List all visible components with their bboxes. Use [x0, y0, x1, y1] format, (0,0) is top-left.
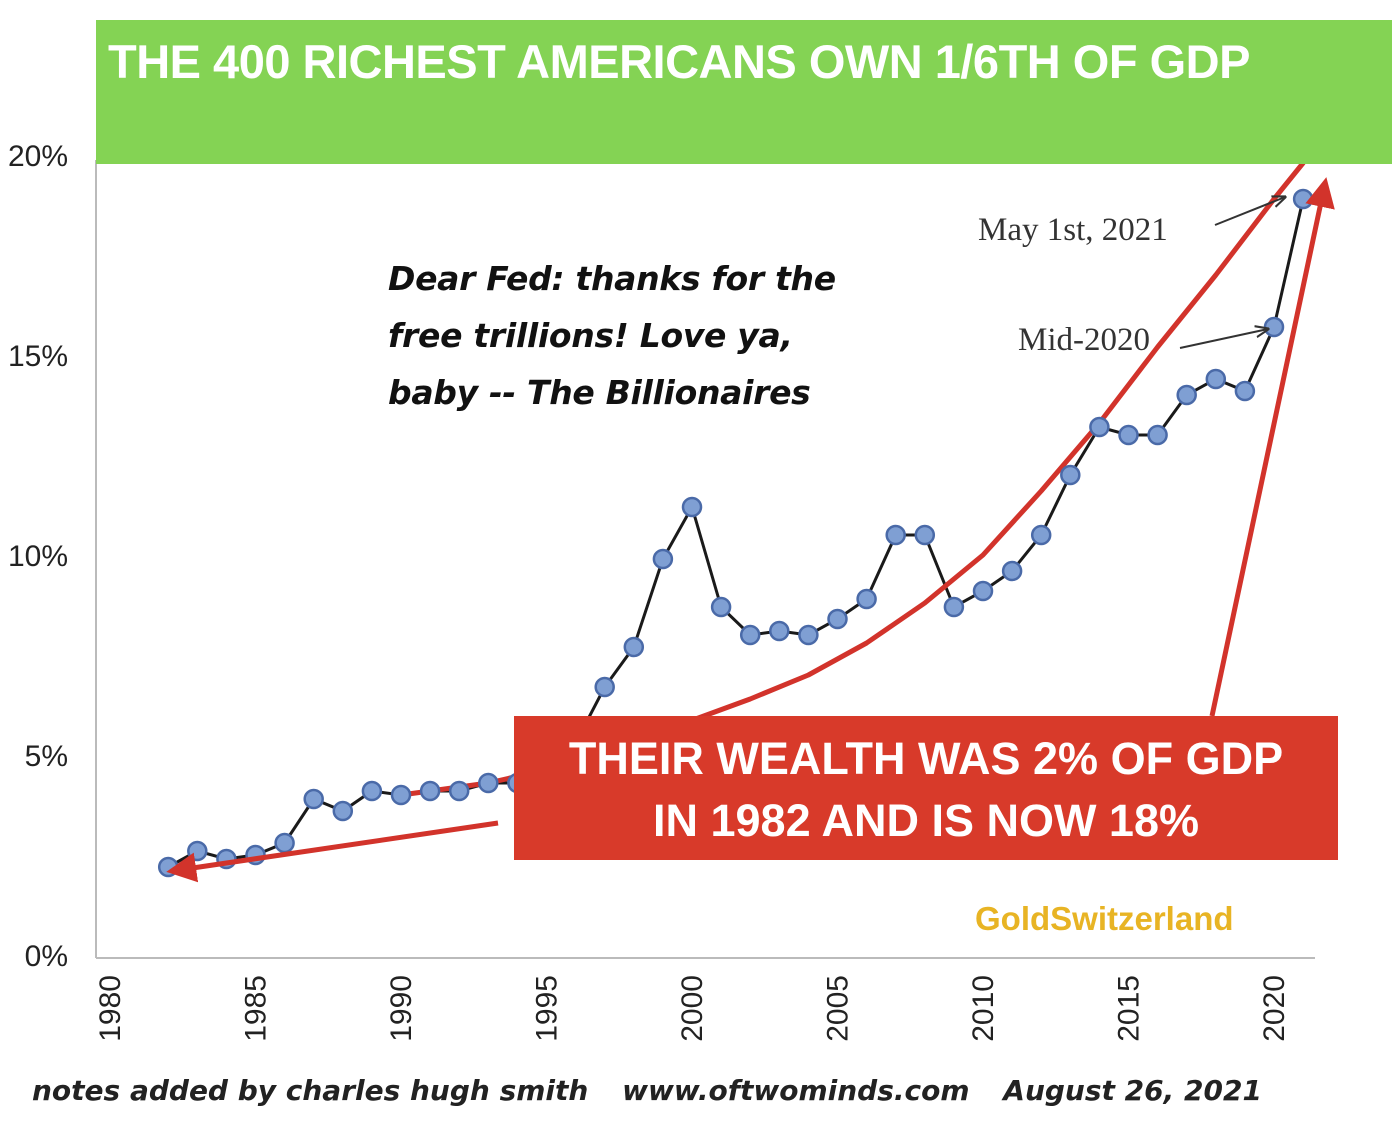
arrow-to-2021 — [1209, 177, 1335, 717]
data-point — [798, 624, 819, 646]
data-point — [623, 636, 645, 658]
x-tick-label: 1990 — [385, 975, 418, 1042]
y-tick-label: 10% — [8, 540, 68, 573]
annotation-arrow-mid-2020 — [1179, 329, 1268, 349]
watermark: GoldSwitzerland — [975, 900, 1234, 937]
data-point — [419, 780, 441, 802]
annotation-arrow-may-2021 — [1214, 197, 1285, 226]
fed-quote: Dear Fed: thanks for the free trillions!… — [388, 250, 908, 421]
footer-author: notes added by charles hugh smith — [32, 1074, 589, 1107]
data-point — [390, 784, 412, 806]
data-point — [478, 772, 499, 794]
y-tick-label: 5% — [25, 740, 68, 773]
data-point — [157, 856, 179, 878]
data-point — [187, 840, 208, 862]
data-point — [594, 676, 615, 698]
data-point — [972, 580, 994, 602]
data-point — [1205, 368, 1227, 390]
data-point — [827, 608, 848, 630]
data-point — [1234, 380, 1256, 402]
footer-notes: notes added by charles hugh smith www.of… — [32, 1074, 1286, 1107]
data-point — [652, 548, 674, 570]
annotation-mid-2020: Mid-2020 — [1018, 322, 1150, 358]
data-point — [1147, 424, 1168, 446]
x-tick-label: 1985 — [240, 975, 273, 1042]
quote-line: Dear Fed: thanks for the — [388, 259, 836, 298]
quote-line: free trillions! Love ya, — [388, 316, 793, 355]
data-point — [1292, 188, 1314, 210]
title-banner: THE 400 RICHEST AMERICANS OWN 1/6TH OF G… — [96, 20, 1392, 164]
data-point — [1001, 560, 1023, 582]
data-point — [274, 832, 295, 854]
x-tick-label: 2015 — [1113, 975, 1146, 1042]
data-point — [361, 780, 383, 802]
y-tick-label: 0% — [25, 940, 68, 973]
x-tick-label: 2020 — [1258, 975, 1291, 1042]
callout-box: THEIR WEALTH WAS 2% OF GDP IN 1982 AND I… — [514, 716, 1338, 860]
x-tick-label: 2000 — [676, 975, 709, 1042]
data-point — [885, 524, 906, 546]
data-point — [856, 588, 877, 610]
data-point — [1176, 384, 1197, 406]
series-line — [167, 198, 1305, 869]
data-point — [739, 624, 761, 646]
y-tick-label: 20% — [8, 140, 68, 173]
footer-site: www.oftwominds.com — [622, 1074, 970, 1107]
data-point — [448, 780, 470, 802]
data-point — [1118, 424, 1139, 446]
annotation-may-2021: May 1st, 2021 — [978, 212, 1168, 248]
quote-line: baby -- The Billionaires — [388, 373, 811, 412]
data-point — [769, 620, 790, 642]
data-point — [303, 788, 324, 810]
data-point — [332, 800, 354, 822]
data-point — [710, 596, 732, 618]
callout-line: THEIR WEALTH WAS 2% OF GDP — [568, 733, 1284, 784]
x-tick-label: 1980 — [94, 975, 127, 1042]
data-point — [1089, 416, 1110, 438]
chart-title: THE 400 RICHEST AMERICANS OWN 1/6TH OF G… — [108, 35, 1250, 88]
arrow-to-1982 — [166, 820, 499, 883]
data-point — [1060, 464, 1081, 486]
callout-line: IN 1982 AND IS NOW 18% — [653, 795, 1199, 846]
data-point — [681, 496, 703, 518]
data-point — [1263, 316, 1285, 338]
data-point — [1030, 524, 1052, 546]
footer-date: August 26, 2021 — [1003, 1074, 1262, 1107]
x-tick-label: 2005 — [822, 975, 855, 1042]
data-point — [914, 524, 936, 546]
x-tick-label: 2010 — [967, 975, 1000, 1042]
y-tick-label: 15% — [8, 340, 68, 373]
x-tick-label: 1995 — [531, 975, 564, 1042]
data-point — [943, 596, 965, 618]
